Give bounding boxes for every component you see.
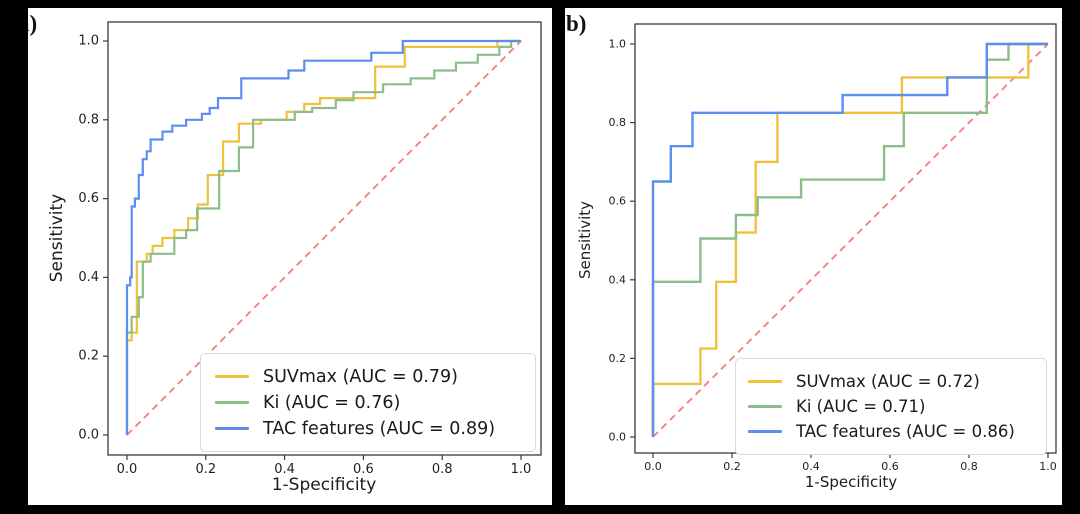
y-tick-label: 0.4	[609, 273, 627, 286]
y-tick-label: 0.0	[78, 428, 99, 443]
panel-label-a: a)	[28, 11, 38, 36]
legend-swatch-ki	[748, 405, 782, 408]
y-tick-label: 0.6	[609, 195, 627, 208]
legend-swatch-tac	[215, 427, 249, 430]
panel-label-b: b)	[566, 11, 587, 36]
legend-item-ki: Ki (AUC = 0.76)	[215, 393, 521, 413]
x-tick-label: 0.4	[274, 462, 295, 477]
y-tick-label: 0.8	[609, 116, 627, 129]
y-tick-label: 0.8	[78, 112, 99, 127]
legend-swatch-ki	[215, 401, 249, 404]
x-tick-label: 0.2	[723, 460, 741, 473]
x-tick-label: 0.8	[432, 462, 453, 477]
legend-a: SUVmax (AUC = 0.79) Ki (AUC = 0.76) TAC …	[200, 353, 536, 452]
x-tick-label: 0.6	[353, 462, 374, 477]
y-tick-label: 0.4	[78, 270, 99, 285]
x-tick-label: 0.6	[881, 460, 899, 473]
x-tick-label: 0.0	[117, 462, 138, 477]
roc-curve-ki	[125, 39, 521, 435]
x-axis-label: 1-Specificity	[804, 473, 898, 491]
chance-diagonal	[126, 40, 522, 436]
legend-label-ki: Ki (AUC = 0.76)	[263, 392, 401, 413]
x-tick-label: 1.0	[1039, 460, 1057, 473]
y-axis-label: Sensitivity	[47, 193, 67, 283]
legend-item-ki: Ki (AUC = 0.71)	[748, 397, 1034, 416]
legend-item-suvmax: SUVmax (AUC = 0.79)	[215, 367, 521, 387]
legend-b: SUVmax (AUC = 0.72) Ki (AUC = 0.71) TAC …	[735, 358, 1047, 455]
legend-item-tac: TAC features (AUC = 0.89)	[215, 419, 521, 439]
y-tick-label: 0.6	[78, 191, 99, 206]
x-tick-label: 0.4	[802, 460, 820, 473]
roc-curve-tac	[125, 39, 521, 435]
y-tick-label: 0.2	[609, 352, 627, 365]
plot-frame	[107, 21, 542, 456]
y-tick-label: 0.2	[78, 349, 99, 364]
legend-label-suvmax: SUVmax (AUC = 0.79)	[263, 366, 458, 387]
roc-curve-tac	[651, 42, 1048, 437]
roc-curve-suvmax	[651, 42, 1048, 437]
y-axis-label: Sensitivity	[576, 200, 594, 280]
legend-item-suvmax: SUVmax (AUC = 0.72)	[748, 372, 1034, 391]
x-axis-label: 1-Specificity	[271, 475, 377, 495]
x-tick-label: 1.0	[511, 462, 532, 477]
chance-diagonal	[652, 43, 1049, 438]
x-tick-label: 0.2	[195, 462, 216, 477]
legend-swatch-suvmax	[748, 380, 782, 383]
y-tick-label: 1.0	[78, 34, 99, 49]
legend-label-ki: Ki (AUC = 0.71)	[796, 397, 926, 416]
legend-swatch-tac	[748, 430, 782, 433]
legend-swatch-suvmax	[215, 375, 249, 378]
roc-panel-a: a) Sensitivity 0.00.20.40.60.81.00.00.20…	[28, 8, 552, 505]
roc-curve-suvmax	[125, 39, 521, 435]
legend-label-suvmax: SUVmax (AUC = 0.72)	[796, 372, 980, 391]
y-tick-label: 0.0	[609, 431, 627, 444]
x-tick-label: 0.8	[960, 460, 978, 473]
roc-panel-b: b) Sensitivity 0.0 0.2 0.4 0.6 0.8 1.0 0.0 0.2 0…	[565, 8, 1062, 505]
legend-label-tac: TAC features (AUC = 0.89)	[263, 418, 496, 439]
x-tick-label: 0.0	[644, 460, 662, 473]
y-tick-label: 1.0	[609, 38, 627, 51]
roc-plot-a: 0.0 0.2 0.4 0.6 0.8 1.0 0.0 0.2 0.4 0.6 0.8 1.0	[78, 21, 542, 477]
legend-label-tac: TAC features (AUC = 0.86)	[796, 422, 1015, 441]
legend-item-tac: TAC features (AUC = 0.86)	[748, 422, 1034, 441]
